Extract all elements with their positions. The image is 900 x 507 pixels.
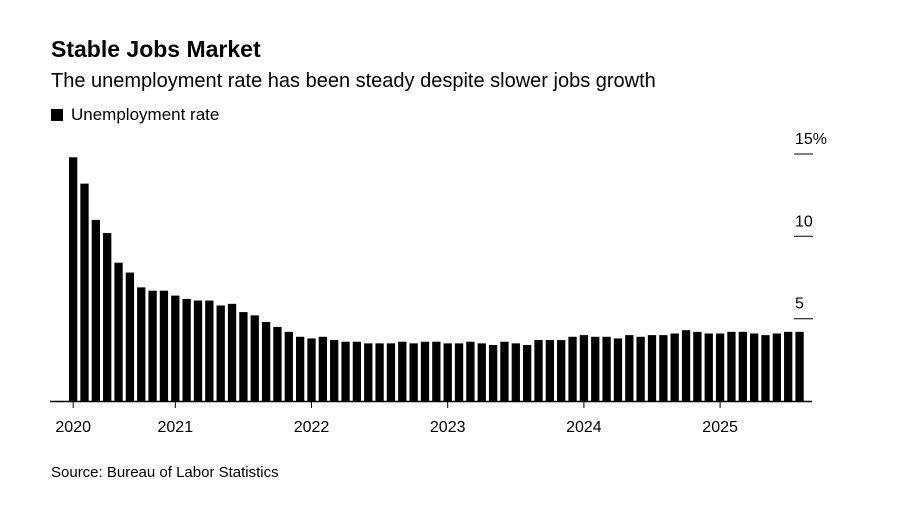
bar bbox=[318, 336, 327, 401]
bar bbox=[148, 290, 157, 401]
bar bbox=[432, 341, 441, 401]
bar bbox=[352, 341, 362, 401]
chart-subtitle: The unemployment rate has been steady de… bbox=[51, 70, 656, 92]
bar bbox=[171, 295, 180, 401]
bar bbox=[534, 340, 543, 401]
bar bbox=[250, 315, 259, 401]
bar bbox=[409, 343, 418, 401]
bar bbox=[636, 336, 645, 401]
bar bbox=[488, 345, 498, 401]
bar bbox=[125, 272, 135, 401]
bar bbox=[261, 321, 271, 401]
source-note: Source: Bureau of Labor Statistics bbox=[51, 464, 279, 481]
bar bbox=[568, 336, 577, 401]
bar bbox=[375, 343, 384, 401]
bar bbox=[216, 305, 225, 401]
bar bbox=[613, 338, 623, 401]
bar bbox=[602, 336, 611, 401]
bar bbox=[398, 341, 407, 401]
bar bbox=[647, 335, 657, 401]
x-tick-label: 2024 bbox=[566, 419, 602, 436]
chart-title: Stable Jobs Market bbox=[51, 36, 261, 62]
bar bbox=[738, 331, 747, 401]
bar bbox=[579, 335, 589, 401]
bar bbox=[454, 343, 464, 401]
bar bbox=[205, 300, 214, 401]
bar bbox=[772, 333, 781, 401]
bar bbox=[693, 331, 702, 401]
bar bbox=[80, 183, 89, 401]
bar bbox=[341, 341, 350, 401]
bar bbox=[704, 333, 713, 401]
bar bbox=[670, 333, 679, 401]
bar bbox=[500, 341, 509, 401]
bar bbox=[69, 157, 78, 401]
legend-swatch bbox=[51, 109, 63, 121]
bar bbox=[715, 333, 725, 401]
bar bbox=[557, 340, 566, 401]
bar bbox=[91, 219, 100, 401]
bar-series bbox=[69, 157, 804, 401]
bar bbox=[103, 233, 112, 401]
x-axis: 2020 2021 2022 2023 2024 2025 bbox=[55, 401, 738, 436]
bar bbox=[477, 343, 486, 401]
bar bbox=[761, 335, 770, 401]
bar bbox=[511, 343, 520, 401]
bar bbox=[466, 341, 475, 401]
x-tick-label: 2020 bbox=[55, 419, 91, 436]
bar bbox=[420, 341, 430, 401]
bar bbox=[284, 331, 293, 401]
bar bbox=[239, 312, 248, 401]
legend: Unemployment rate bbox=[51, 105, 219, 125]
bar bbox=[443, 343, 452, 401]
bar bbox=[296, 336, 305, 401]
bar bbox=[193, 300, 203, 401]
bar bbox=[727, 331, 736, 401]
bar bbox=[307, 338, 316, 401]
bar bbox=[795, 331, 804, 401]
bar bbox=[273, 326, 282, 401]
bar bbox=[545, 340, 554, 401]
bar bbox=[227, 303, 237, 401]
bar bbox=[681, 330, 691, 401]
bar bbox=[659, 335, 668, 401]
bar bbox=[159, 290, 169, 401]
x-tick-label: 2022 bbox=[294, 419, 330, 436]
bar bbox=[114, 262, 123, 401]
y-tick-label: 10 bbox=[795, 213, 813, 230]
bar bbox=[386, 343, 396, 401]
bar bbox=[364, 343, 373, 401]
bar bbox=[330, 340, 339, 401]
legend-label: Unemployment rate bbox=[71, 105, 220, 124]
bar bbox=[591, 336, 600, 401]
bar bbox=[137, 287, 146, 401]
y-tick-label: 5 bbox=[795, 296, 804, 313]
bar bbox=[784, 331, 793, 401]
bar bbox=[625, 335, 634, 401]
x-tick-label: 2025 bbox=[702, 419, 738, 436]
bar bbox=[750, 333, 759, 401]
bar bbox=[523, 345, 532, 401]
y-tick-label: 15% bbox=[795, 131, 827, 148]
x-tick-label: 2021 bbox=[158, 419, 194, 436]
bar bbox=[182, 298, 191, 401]
x-tick-label: 2023 bbox=[430, 419, 466, 436]
